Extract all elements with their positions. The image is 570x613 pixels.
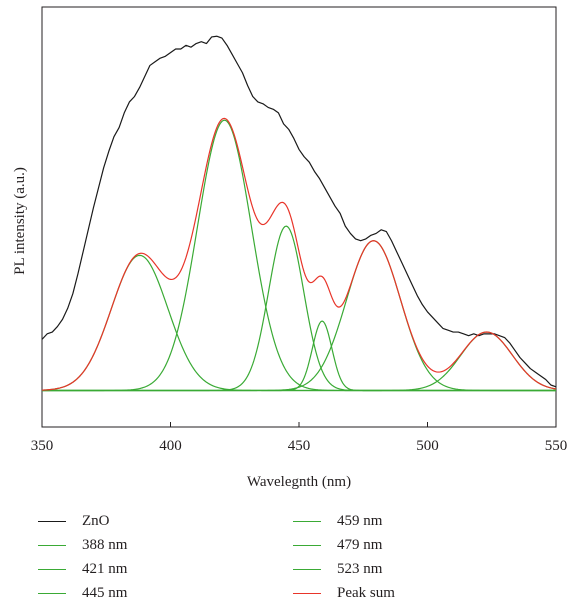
legend-item: 445 nm — [38, 582, 127, 604]
legend-swatch — [293, 544, 321, 546]
x-tick-label: 500 — [416, 438, 439, 454]
peak-421nm-curve — [42, 119, 556, 392]
legend-label: Peak sum — [337, 584, 395, 601]
legend-swatch — [293, 568, 321, 570]
peak-388nm-curve — [41, 254, 556, 392]
x-tick-label: 400 — [159, 438, 182, 454]
legend-label: 479 nm — [337, 536, 383, 553]
legend-item: 523 nm — [293, 558, 382, 580]
x-tick-label: 350 — [31, 438, 54, 454]
pl-spectrum-chart: 350 400 450 500 550 Wavelegnth (nm) PL inten… — [12, 6, 568, 490]
legend-swatch — [38, 568, 66, 570]
legend-item: 459 nm — [293, 510, 382, 532]
legend-swatch — [293, 520, 321, 522]
legend-item: 479 nm — [293, 534, 382, 556]
legend-swatch — [293, 592, 321, 594]
x-axis-label: Wavelegnth (nm) — [247, 474, 351, 490]
legend-swatch — [38, 520, 66, 522]
legend-label: 388 nm — [82, 536, 128, 553]
x-tick-label: 550 — [545, 438, 568, 454]
curves-group — [41, 35, 557, 392]
plot-frame — [41, 6, 557, 428]
legend-item: 421 nm — [38, 558, 127, 580]
legend-label: 459 nm — [337, 512, 383, 529]
legend-label: ZnO — [82, 512, 110, 529]
x-axis-ticks: 350 400 450 500 550 — [31, 422, 568, 454]
legend-label: 421 nm — [82, 560, 128, 577]
legend-item: Peak sum — [293, 582, 395, 604]
peak-sum-line — [41, 117, 557, 391]
y-axis-label: PL intensity (a.u.) — [12, 167, 28, 275]
legend-item: 388 nm — [38, 534, 127, 556]
legend-label: 445 nm — [82, 584, 128, 601]
legend-swatch — [38, 544, 66, 546]
x-tick-label: 450 — [288, 438, 311, 454]
peak-523nm-curve — [42, 331, 557, 392]
legend-item: ZnO — [38, 510, 110, 532]
legend-swatch — [38, 592, 66, 594]
zno-spectrum-line — [41, 35, 557, 388]
peak-459nm-curve — [42, 320, 556, 392]
legend-label: 523 nm — [337, 560, 383, 577]
